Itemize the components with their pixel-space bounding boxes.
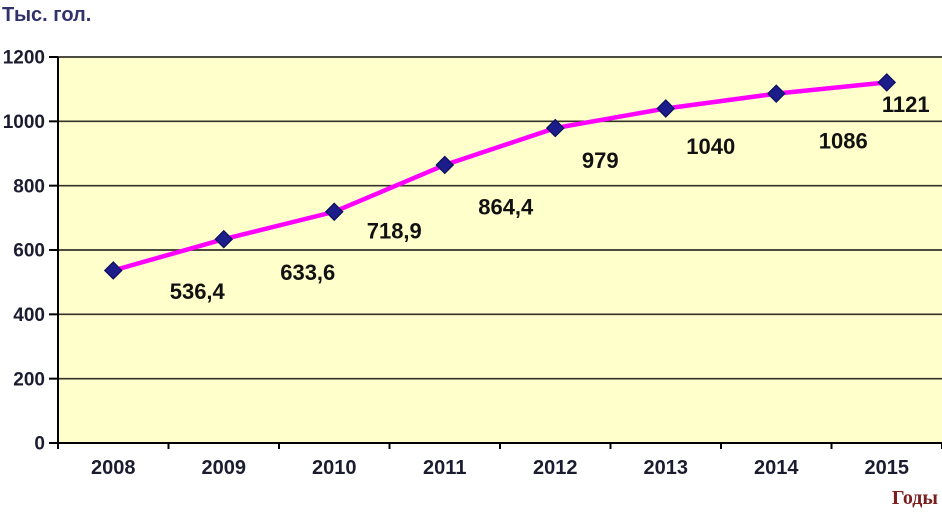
data-point-label: 718,9 — [367, 218, 422, 243]
data-point-label: 1040 — [686, 134, 735, 159]
data-point-marker — [103, 261, 123, 280]
data-point-marker — [545, 118, 565, 138]
y-tick-label: 600 — [13, 241, 45, 262]
y-tick-label: 1000 — [3, 112, 45, 133]
data-point-marker — [214, 229, 234, 249]
data-point-label: 979 — [582, 148, 619, 173]
x-tick-label: 2013 — [644, 457, 689, 479]
data-line — [112, 80, 887, 273]
data-point-marker — [766, 84, 786, 104]
data-point-marker — [435, 155, 455, 175]
y-tick-label: 1200 — [3, 48, 45, 69]
data-point-marker — [656, 99, 676, 118]
y-tick-label: 0 — [34, 434, 45, 455]
y-tick-label: 400 — [13, 305, 45, 326]
data-point-label: 864,4 — [478, 195, 534, 220]
y-axis-title: Тыс. гол. — [2, 4, 92, 26]
data-point-marker — [877, 73, 897, 92]
x-tick-label: 2012 — [533, 457, 578, 479]
x-axis-title: Годы — [891, 487, 938, 509]
data-point-label: 536,4 — [170, 279, 226, 304]
x-tick-label: 2008 — [91, 457, 136, 479]
x-tick-label: 2011 — [423, 457, 466, 479]
x-tick-label: 2015 — [865, 457, 910, 479]
data-point-label: 633,6 — [280, 260, 335, 285]
x-tick-label: 2010 — [312, 457, 357, 479]
data-point-marker — [324, 202, 344, 222]
y-tick-label: 200 — [13, 369, 45, 390]
y-tick-label: 800 — [13, 176, 45, 197]
data-point-label: 1086 — [819, 128, 868, 153]
x-tick-label: 2009 — [202, 457, 247, 479]
data-point-label: 1121 — [882, 92, 930, 117]
x-tick-label: 2014 — [754, 457, 799, 479]
